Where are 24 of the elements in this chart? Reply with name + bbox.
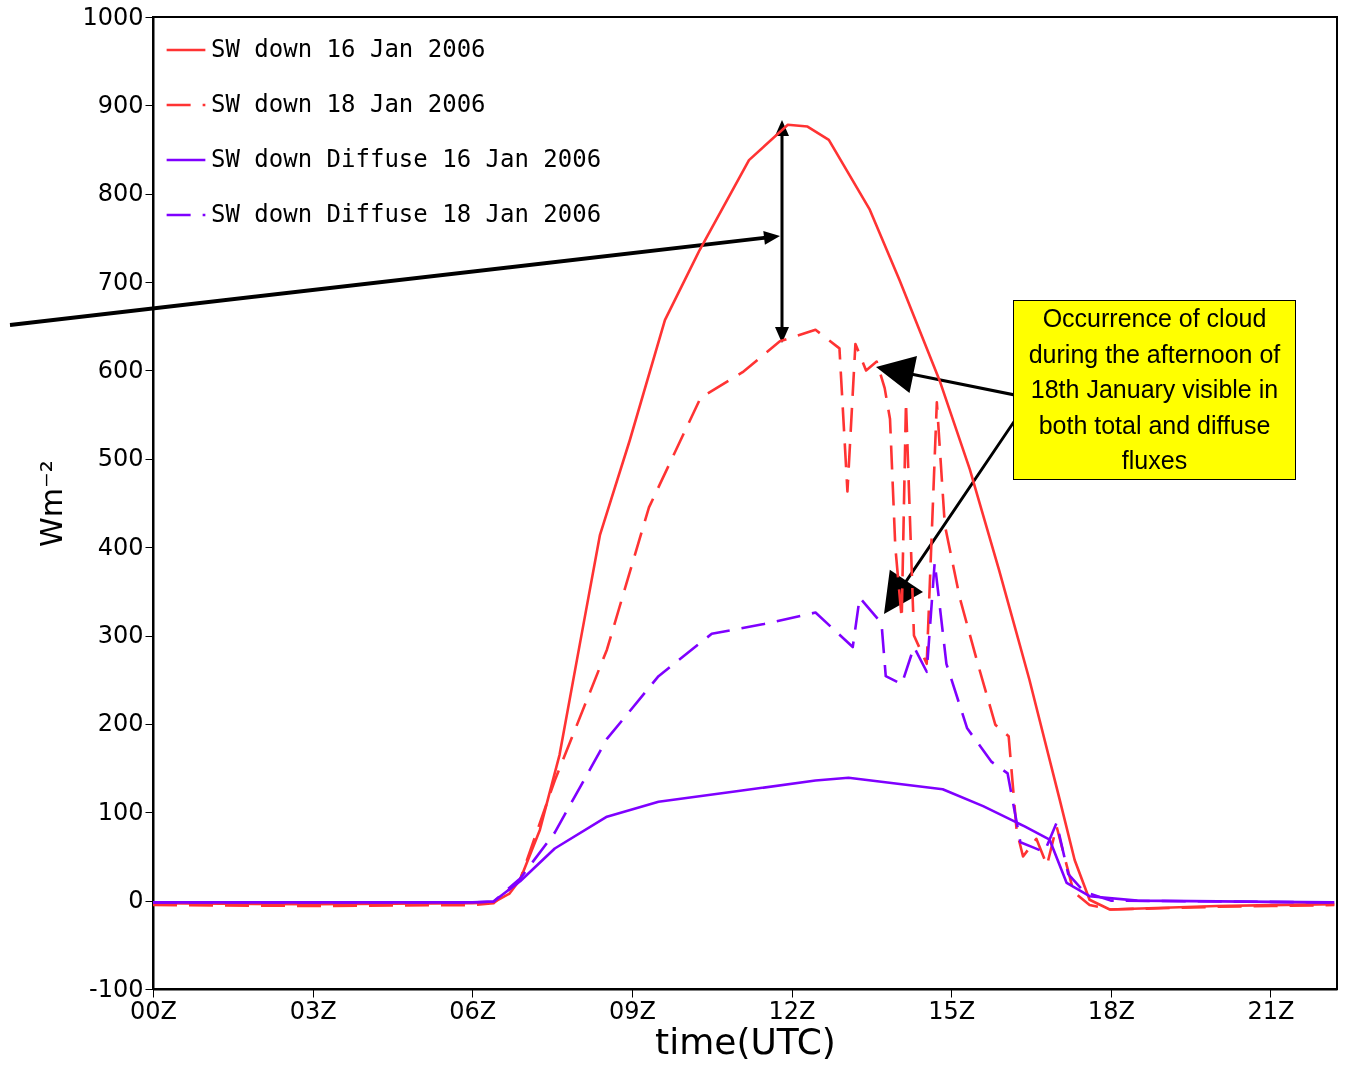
y-tick-label: 900 — [97, 90, 144, 119]
y-tick-label: 400 — [97, 532, 144, 561]
legend-label: SW down Diffuse 18 Jan 2006 — [211, 200, 602, 228]
y-tick-label: 600 — [97, 355, 144, 384]
x-tick-label: 06Z — [449, 996, 497, 1025]
y-tick-label: 700 — [97, 267, 144, 296]
x-tick-label: 18Z — [1087, 996, 1135, 1025]
y-tick-label: 0 — [128, 886, 144, 915]
y-axis-title: Wm⁻² — [34, 460, 70, 547]
legend-label: SW down 18 Jan 2006 — [211, 90, 486, 118]
y-tick-label: 1000 — [82, 2, 144, 31]
x-tick-label: 21Z — [1247, 996, 1295, 1025]
x-tick-label: 09Z — [608, 996, 656, 1025]
y-tick-label: 100 — [97, 797, 144, 826]
x-tick-label: 00Z — [130, 996, 177, 1025]
legend-label: SW down Diffuse 16 Jan 2006 — [211, 145, 602, 173]
y-tick-label: 300 — [97, 621, 144, 650]
y-tick-label: 800 — [97, 179, 144, 208]
legend-label: SW down 16 Jan 2006 — [211, 35, 486, 63]
y-tick-label: 200 — [97, 709, 144, 738]
callout-box: Occurrence of cloud during the afternoon of 18th January visible in both total and diffuse fluxes — [1013, 300, 1296, 480]
x-tick-label: 15Z — [928, 996, 976, 1025]
x-tick-label: 03Z — [289, 996, 337, 1025]
y-tick-label: 500 — [97, 444, 144, 473]
